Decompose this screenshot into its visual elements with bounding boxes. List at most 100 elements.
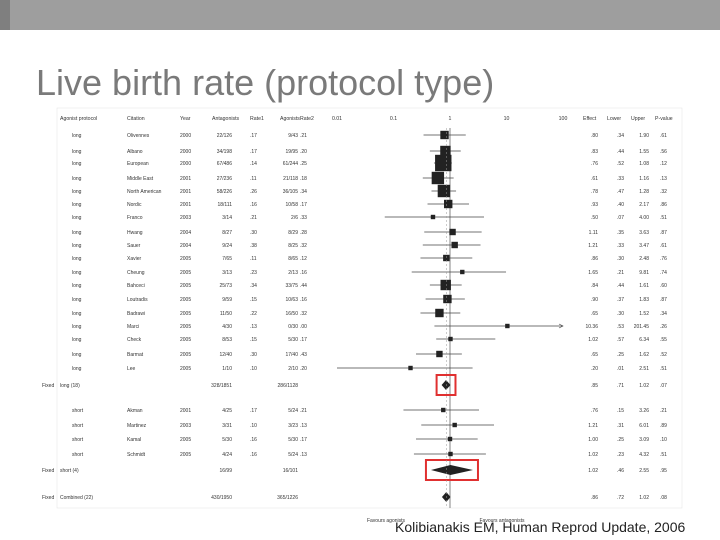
- row-upper: 1.90: [639, 133, 649, 139]
- row-lower: .31: [617, 423, 624, 429]
- row-citation: European: [127, 161, 149, 167]
- x-tick-label: 0.1: [390, 116, 397, 122]
- row-year: 2005: [180, 437, 191, 443]
- row-rate2: .16: [300, 297, 307, 303]
- row-lower: .47: [617, 189, 624, 195]
- row-upper: 1.62: [639, 352, 649, 358]
- row-year: 2001: [180, 189, 191, 195]
- row-protocol: long: [72, 243, 82, 249]
- effect-point: [441, 407, 446, 413]
- row-antagonists: 3/14: [222, 215, 232, 221]
- row-year: 2001: [180, 176, 191, 182]
- row-year: 2004: [180, 243, 191, 249]
- row-antagonists: 22/126: [217, 133, 233, 139]
- row-lower: .40: [617, 202, 624, 208]
- slide-title: Live birth rate (protocol type): [36, 62, 495, 103]
- row-effect: .78: [591, 189, 598, 195]
- effect-point: [447, 436, 453, 442]
- row-rate1: .13: [250, 324, 257, 330]
- row-rate2: .18: [300, 176, 307, 182]
- row-pvalue: .61: [660, 243, 667, 249]
- row-antagonists: 430/1950: [211, 495, 232, 501]
- row-year: 2005: [180, 337, 191, 343]
- row-upper: 1.16: [639, 176, 649, 182]
- row-antagonists: 11/50: [220, 311, 232, 317]
- row-upper: 1.02: [639, 383, 649, 389]
- row-lower: .30: [617, 256, 624, 262]
- row-year: 2003: [180, 215, 191, 221]
- row-citation: North American: [127, 189, 162, 195]
- row-upper: 1.83: [639, 297, 649, 303]
- row-lower: .25: [617, 352, 624, 358]
- row-effect: .90: [591, 297, 598, 303]
- row-antagonists: 9/59: [222, 297, 232, 303]
- row-year: 2000: [180, 133, 191, 139]
- x-tick-label: 10: [504, 116, 510, 122]
- top-banner-dark: [0, 0, 10, 30]
- summary-label: Fixed: [42, 383, 54, 389]
- header-year: Year: [180, 116, 191, 122]
- row-effect: .83: [591, 149, 598, 155]
- row-rate1: .10: [250, 366, 257, 372]
- row-agonists: 36/105: [283, 189, 299, 195]
- row-rate1: .17: [250, 408, 257, 414]
- row-antagonists: 25/73: [219, 283, 232, 289]
- row-lower: .21: [617, 270, 624, 276]
- effect-point: [435, 154, 452, 172]
- row-agonists: 8/29: [288, 230, 298, 236]
- row-agonists: 5/30: [288, 337, 298, 343]
- row-effect: .84: [591, 283, 598, 289]
- row-agonists: 0/30: [288, 324, 298, 330]
- row-effect: 1.02: [588, 468, 598, 474]
- row-pvalue: .26: [660, 324, 667, 330]
- row-agonists: 21/118: [283, 176, 298, 182]
- row-lower: .33: [617, 243, 624, 249]
- row-upper: 9.81: [639, 270, 649, 276]
- row-agonists: 3/23: [288, 423, 298, 429]
- row-effect: .65: [591, 311, 598, 317]
- row-upper: 4.32: [639, 452, 649, 458]
- effect-point: [443, 294, 452, 304]
- row-pvalue: .76: [660, 256, 667, 262]
- row-effect: 1.11: [589, 230, 599, 236]
- row-pvalue: .32: [660, 189, 667, 195]
- row-upper: 1.08: [639, 161, 649, 167]
- row-pvalue: .89: [660, 423, 667, 429]
- header-pvalue: P-value: [655, 116, 673, 122]
- row-pvalue: .21: [660, 408, 667, 414]
- row-year: 2005: [180, 270, 191, 276]
- row-antagonists: 1/10: [222, 366, 232, 372]
- row-rate1: .23: [250, 270, 257, 276]
- row-pvalue: .07: [660, 383, 667, 389]
- row-lower: .25: [617, 437, 624, 443]
- row-lower: .35: [617, 230, 624, 236]
- row-year: 2005: [180, 366, 191, 372]
- row-antagonists: 18/111: [217, 202, 232, 208]
- row-lower: .44: [617, 283, 624, 289]
- row-rate2: .25: [300, 161, 307, 167]
- row-lower: .71: [617, 383, 624, 389]
- row-rate1: .34: [250, 283, 257, 289]
- row-citation: Akman: [127, 408, 143, 414]
- row-agonists: 2/13: [288, 270, 298, 276]
- effect-point: [435, 308, 444, 318]
- ci-arrow: [558, 323, 564, 329]
- row-rate2: .43: [300, 352, 307, 358]
- row-pvalue: .95: [660, 468, 667, 474]
- row-protocol: long: [72, 366, 82, 372]
- effect-point: [436, 350, 443, 358]
- row-lower: .30: [617, 311, 624, 317]
- row-protocol: short: [72, 452, 84, 458]
- row-protocol: short (4): [60, 468, 79, 474]
- row-agonists: 286/1128: [278, 383, 299, 389]
- row-lower: .53: [617, 324, 624, 330]
- favours-agonists-label: Favours agonists: [367, 518, 406, 524]
- row-effect: .93: [591, 202, 598, 208]
- row-rate1: .10: [250, 423, 257, 429]
- row-antagonists: 8/27: [222, 230, 232, 236]
- row-year: 2005: [180, 324, 191, 330]
- row-upper: 1.02: [639, 495, 649, 501]
- row-rate2: .28: [300, 230, 307, 236]
- row-rate1: .16: [250, 437, 257, 443]
- row-antagonists: 3/13: [222, 270, 232, 276]
